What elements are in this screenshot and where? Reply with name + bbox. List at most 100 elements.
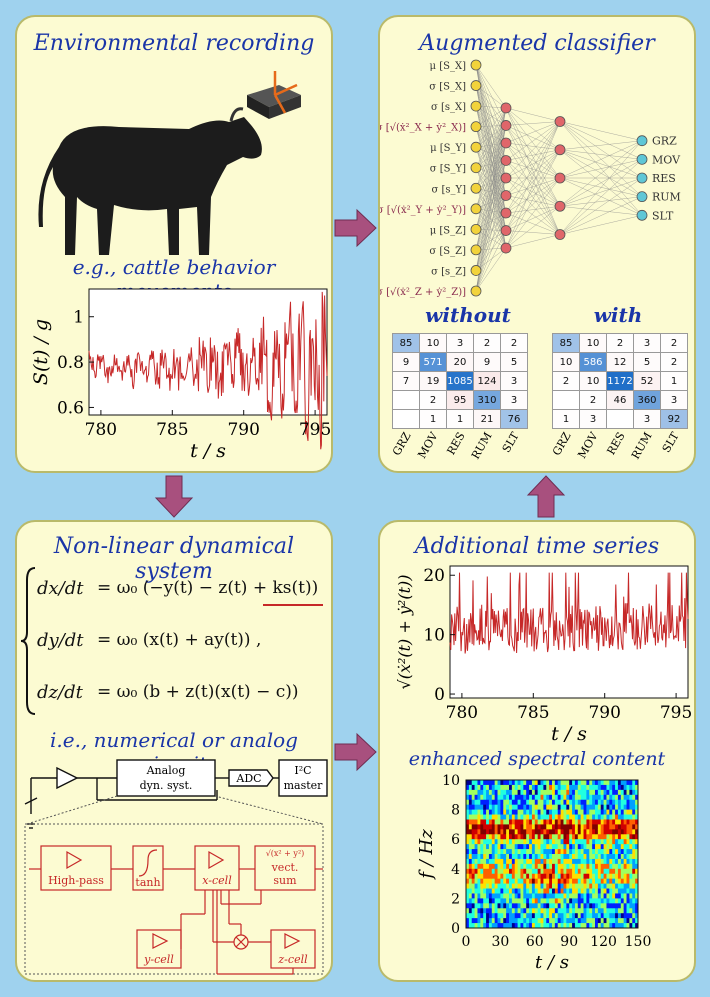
network-node [554, 116, 566, 127]
zcell-label: z-cell [277, 953, 308, 966]
network-node [500, 190, 512, 201]
cm-cell [392, 390, 420, 410]
x-tick-label: 60 [526, 934, 544, 950]
cm-cell: 1 [660, 371, 688, 391]
arrow-additional-to-classifier [526, 475, 566, 518]
cm-cell: 5 [633, 352, 661, 372]
cm-row: 1 3 3 92 [552, 409, 688, 429]
cm-cell: 1172 [606, 371, 634, 391]
cm-class-label: SLT [660, 429, 682, 455]
x-tick-label: 790 [227, 420, 259, 440]
network-node [554, 200, 566, 212]
cow-illustration [38, 107, 262, 255]
plot-frame [449, 565, 689, 699]
confusion-matrix-without: 85 10 3 2 2 9 571 20 9 5 7 19 1085 124 3 2 95 310 3 1 1 21 76 [392, 333, 528, 429]
arrow-recording-to-classifier [334, 208, 377, 248]
x-tick-label: 120 [590, 934, 617, 950]
y-tick-label: 10 [442, 774, 460, 789]
cm-cell: 5 [500, 352, 528, 372]
y-tick-label: 8 [451, 803, 460, 819]
x-tick-label: 790 [588, 703, 620, 723]
output-class-label: MOV [652, 153, 681, 166]
tanh-label: tanh [135, 876, 160, 889]
panel-title: Environmental recording [33, 31, 315, 56]
cm-cell: 85 [552, 333, 580, 353]
x-tick-label: 150 [625, 934, 652, 950]
network-node [470, 121, 482, 133]
x-axis-label: t / s [535, 952, 569, 973]
input-feature-label: σ [√(ẋ²_X + ẏ²_X)] [380, 123, 466, 134]
cm-row: 2 46 360 3 [552, 390, 688, 410]
cm-cell: 2 [552, 371, 580, 391]
cm-row: 9 571 20 9 5 [392, 352, 528, 372]
y-tick-label: 0.6 [57, 398, 84, 418]
cm-row: 1 1 21 76 [392, 409, 528, 429]
equation-brace [21, 567, 36, 715]
vect-label: vect. [271, 861, 299, 874]
cm-cell: 2 [606, 333, 634, 353]
analog-circuit-diagram: Analog dyn. syst. ADC I²C master [24, 759, 328, 975]
network-node [470, 59, 482, 71]
cm-class-label: RUM [469, 430, 495, 461]
cm-cell: 3 [633, 409, 661, 429]
cm-row: 10 586 12 5 2 [552, 352, 688, 372]
network-node [500, 137, 512, 149]
input-feature-label: σ [√(ẋ²_Z + ẏ²_Z)] [380, 287, 466, 298]
network-node [636, 209, 648, 221]
network-node [470, 203, 482, 215]
output-class-label: RUM [652, 191, 681, 204]
network-node [470, 100, 482, 112]
y-tick-label: 0.8 [57, 353, 84, 373]
plot-frame [465, 779, 639, 929]
network-node [500, 225, 512, 236]
cm-cell: 46 [606, 390, 634, 410]
xcell-label: x-cell [202, 874, 232, 887]
network-nodes [470, 59, 648, 297]
eq3-lhs: dz/dt [37, 682, 83, 703]
adc-label: ADC [235, 772, 261, 785]
cm-cell: 19 [419, 371, 447, 391]
network-node [500, 207, 512, 219]
x-tick-label: 780 [446, 703, 478, 723]
cm-cell: 2 [419, 390, 447, 410]
cm-cell: 3 [579, 409, 607, 429]
network-node [470, 182, 482, 194]
cm-cell: 10 [419, 333, 447, 353]
network-node [500, 102, 512, 114]
panel-additional-time-series: Additional time series 20 10 0 780 785 790 795… [378, 520, 696, 982]
y-axis-label: S(t) / g [30, 319, 52, 385]
y-tick-label: 6 [451, 832, 460, 848]
output-class-label: RES [652, 172, 676, 185]
y-tick-label: 4 [451, 862, 460, 878]
input-feature-label: σ [√(ẋ²_Y + ẏ²_Y)] [380, 205, 466, 216]
cm-class-label: SLT [500, 429, 522, 455]
eq2-lhs: dy/dt [37, 630, 84, 651]
network-node [500, 172, 512, 184]
equation-2: dy/dt = ω₀ (x(t) + ay(t)) , [37, 618, 333, 666]
network-node [470, 80, 482, 91]
cm-row: 2 10 1172 52 1 [552, 371, 688, 391]
input-feature-label: σ [S_Z] [429, 246, 466, 257]
network-node [554, 172, 566, 184]
cm-cell: 3 [500, 371, 528, 391]
y-tick-label: 1 [73, 308, 84, 328]
cm-cell [552, 390, 580, 410]
output-class-label: SLT [652, 209, 674, 222]
x-axis-label: t / s [551, 723, 587, 745]
neural-network-diagram: μ [S_X] σ [S_X] σ [s_X] σ [√(ẋ²_X + ẏ²_X)] μ… [380, 59, 681, 298]
network-node [500, 120, 512, 131]
spectral-subtitle: enhanced spectral content [408, 748, 666, 770]
y-tick-label: 20 [423, 566, 445, 586]
eq1-lhs: dx/dt [37, 578, 84, 599]
cm-cell: 2 [473, 333, 501, 353]
cm-cell: 21 [473, 409, 501, 429]
cm-cell [606, 409, 634, 429]
cm-cell: 3 [446, 333, 474, 353]
x-tick-label: 795 [660, 703, 692, 723]
cm-cell: 76 [500, 409, 528, 429]
cm-cell: 92 [660, 409, 688, 429]
cm-class-label: RES [604, 430, 627, 457]
cm-row: 2 95 310 3 [392, 390, 528, 410]
panel-dynamical-system: Non-linear dynamical system dx/dt = ω₀ (… [15, 520, 333, 982]
